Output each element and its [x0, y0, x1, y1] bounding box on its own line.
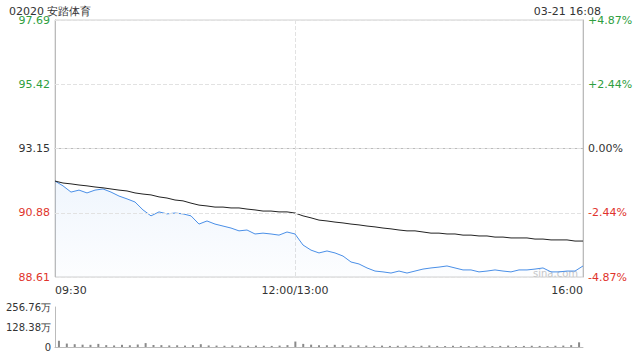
svg-text:03-21 16:08: 03-21 16:08	[534, 5, 601, 18]
svg-text:95.42: 95.42	[19, 78, 51, 91]
svg-text:128.38万: 128.38万	[6, 322, 51, 333]
svg-text:02020 安踏体育: 02020 安踏体育	[9, 5, 92, 18]
svg-text:97.69: 97.69	[18, 13, 50, 27]
svg-text:-2.44%: -2.44%	[588, 206, 627, 219]
svg-text:93.15: 93.15	[19, 142, 51, 155]
svg-text:0: 0	[45, 342, 51, 353]
svg-text:12:00/13:00: 12:00/13:00	[261, 284, 328, 297]
svg-text:90.88: 90.88	[19, 206, 51, 219]
svg-text:88.61: 88.61	[19, 271, 51, 284]
svg-text:-4.87%: -4.87%	[588, 271, 627, 284]
svg-text:09:30: 09:30	[55, 284, 87, 297]
svg-text:256.76万: 256.76万	[6, 302, 51, 313]
svg-text:16:00: 16:00	[551, 284, 583, 297]
svg-text:+2.44%: +2.44%	[588, 78, 632, 91]
svg-text:0.00%: 0.00%	[588, 142, 623, 155]
svg-text:+4.87%: +4.87%	[588, 13, 633, 27]
